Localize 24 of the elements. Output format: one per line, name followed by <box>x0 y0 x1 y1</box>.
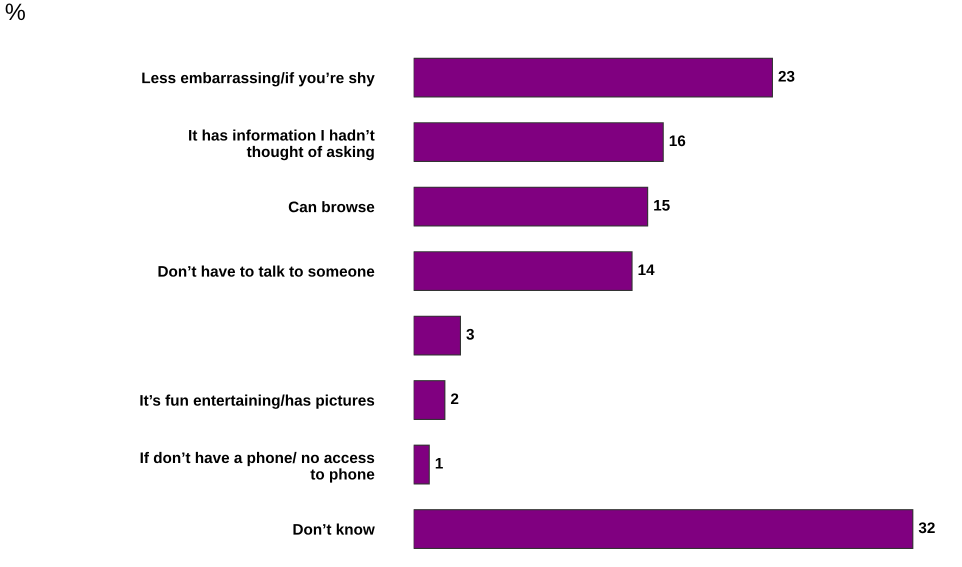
y-tick-label: If don’t have a phone/ no access to phone <box>140 452 374 483</box>
data-label: 14 <box>638 264 655 276</box>
text: % <box>6 4 25 20</box>
y-tick-label: Don’t know <box>293 524 375 535</box>
bar <box>414 509 914 549</box>
bar <box>414 122 664 162</box>
data-label: 23 <box>778 70 794 82</box>
bar <box>414 316 462 356</box>
y-tick-label: It has information I hadn’t thought of asking <box>189 129 375 160</box>
bar <box>414 380 446 420</box>
bar <box>414 251 633 291</box>
bar <box>414 58 773 98</box>
bar <box>414 444 430 484</box>
y-tick-label: It’s fun entertaining/has pictures <box>140 394 374 409</box>
data-label: 16 <box>670 135 686 146</box>
data-label: 3 <box>466 328 474 340</box>
y-tick-label: Less embarrassing/if you’re shy <box>142 72 375 86</box>
data-label: 32 <box>918 522 935 534</box>
y-tick-label: Don’t have to talk to someone <box>158 266 374 277</box>
data-label: 15 <box>654 200 670 211</box>
data-label: 2 <box>450 393 458 404</box>
data-label: 1 <box>436 458 443 469</box>
y-tick-label: Can browse <box>288 201 374 212</box>
bar <box>414 186 648 227</box>
